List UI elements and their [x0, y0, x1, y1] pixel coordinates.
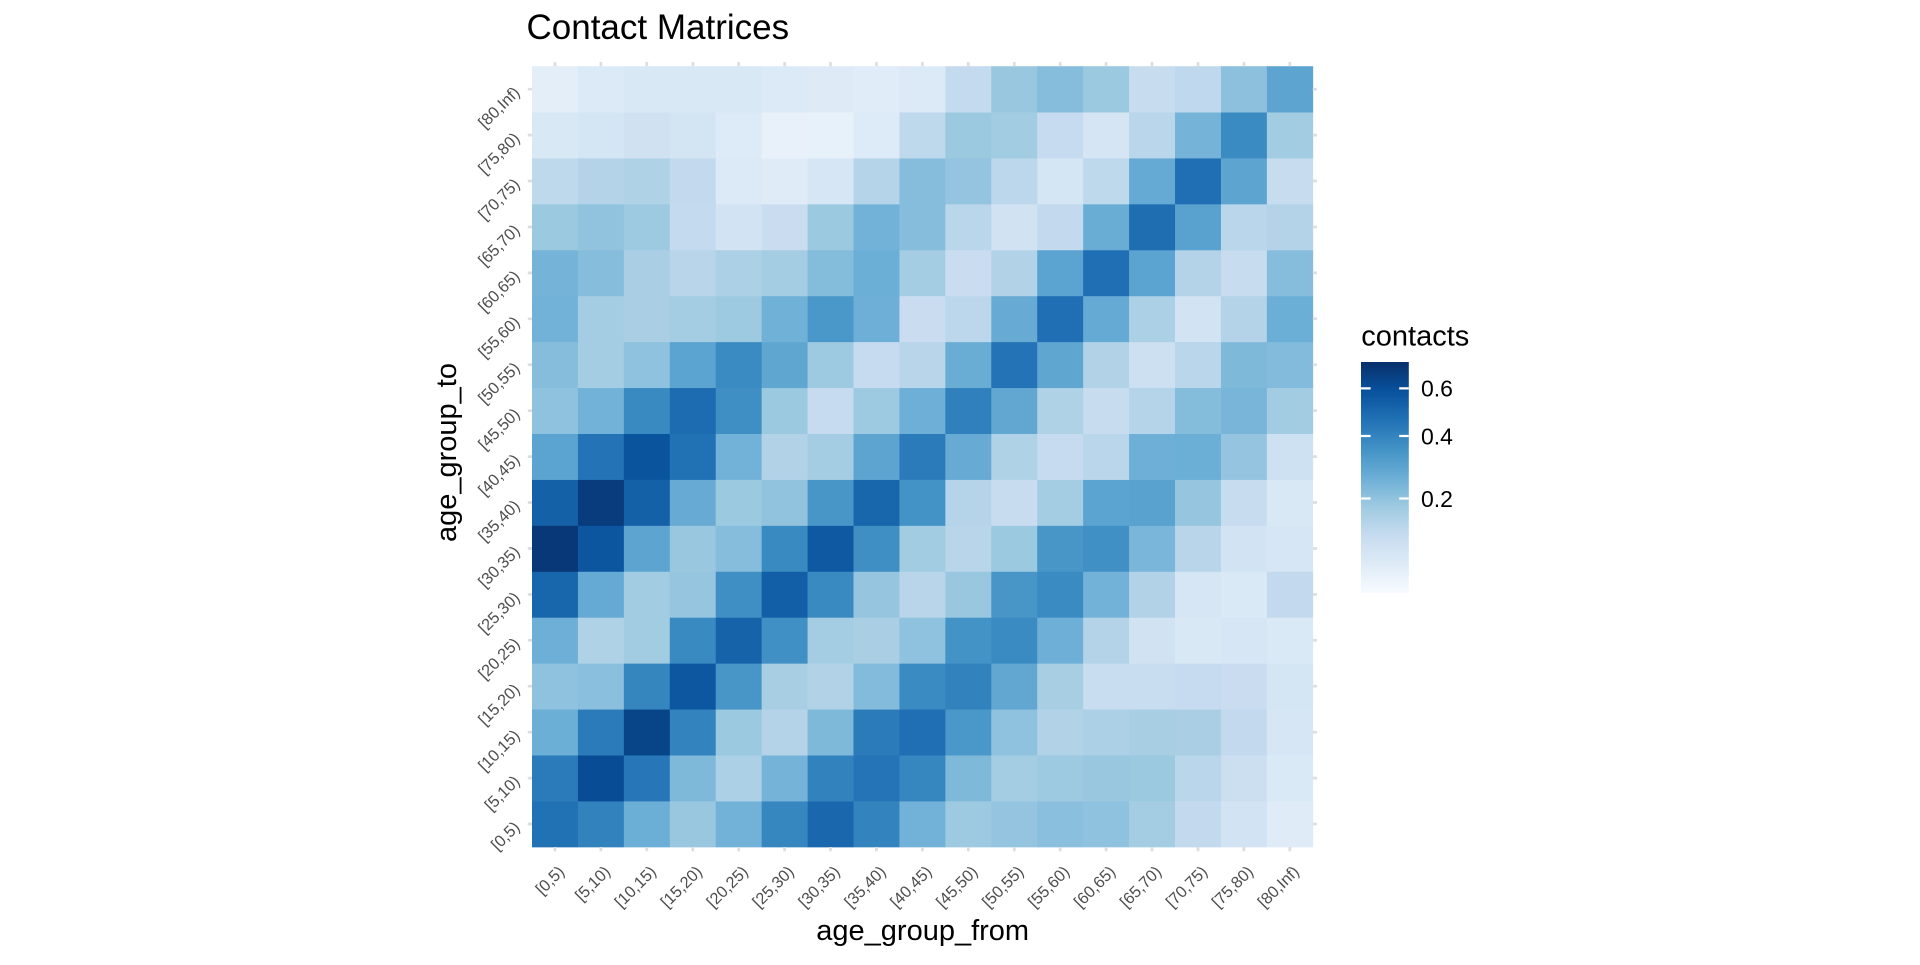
- svg-text:0.2: 0.2: [1421, 486, 1453, 512]
- svg-text:contacts: contacts: [1361, 321, 1469, 353]
- svg-text:age_group_from: age_group_from: [816, 915, 1029, 947]
- svg-text:Contact Matrices: Contact Matrices: [527, 8, 790, 47]
- svg-text:age_group_to: age_group_to: [431, 363, 463, 542]
- svg-text:0.6: 0.6: [1421, 376, 1453, 402]
- svg-text:0.4: 0.4: [1421, 423, 1453, 449]
